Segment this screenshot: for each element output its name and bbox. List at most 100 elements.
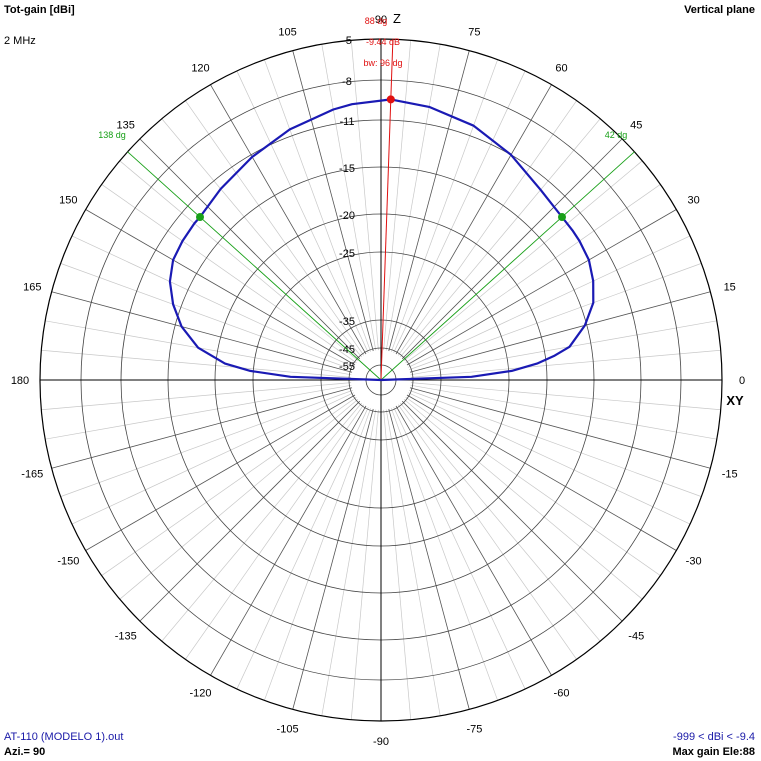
major-spoke — [406, 394, 677, 551]
major-spoke — [139, 400, 361, 622]
beamwidth-line — [127, 151, 382, 381]
major-spoke — [292, 408, 374, 710]
max-gain-line — [380, 39, 394, 381]
minor-spoke — [41, 382, 352, 411]
major-spoke — [401, 400, 623, 622]
angle-tick-label: 15 — [724, 282, 736, 294]
angle-tick-label: 120 — [191, 62, 209, 74]
minor-spoke — [400, 402, 601, 642]
angle-tick-label: -75 — [466, 724, 482, 736]
beamwidth-line — [380, 151, 635, 381]
angle-tick-label: -60 — [554, 688, 570, 700]
angle-tick-label: 150 — [59, 195, 77, 207]
max-gain-readout: Max gain Ele:88 — [672, 746, 755, 758]
minor-spoke — [397, 404, 577, 660]
major-spoke — [51, 291, 353, 373]
chart-quantity-title: Tot-gain [dBi] — [4, 4, 75, 16]
minor-spoke — [400, 118, 601, 358]
beamwidth-marker — [557, 213, 566, 222]
minor-spoke — [385, 409, 441, 716]
angle-tick-label: 165 — [23, 282, 41, 294]
major-spoke — [388, 408, 470, 710]
minor-spoke — [410, 384, 717, 440]
minor-spoke — [321, 409, 377, 716]
minor-spoke — [161, 118, 362, 358]
beamwidth-right-label: 42 dg — [605, 130, 628, 140]
minor-spoke — [408, 235, 691, 368]
minor-spoke — [393, 70, 526, 353]
minor-spoke — [405, 184, 661, 364]
angle-tick-label: -45 — [628, 630, 644, 642]
azimuth-readout: Azi.= 90 — [4, 746, 46, 758]
major-spoke — [292, 50, 374, 352]
max-gain-annotation: -9.44 dB — [366, 37, 400, 47]
angle-tick-label: -90 — [373, 736, 389, 748]
angle-tick-label: -150 — [57, 556, 79, 568]
minor-spoke — [383, 40, 412, 351]
minor-spoke — [410, 349, 721, 378]
minor-spoke — [350, 409, 379, 720]
angle-tick-label: 90 — [375, 14, 387, 26]
output-file-name: AT-110 (MODELO 1).out — [4, 731, 124, 743]
minor-spoke — [101, 396, 357, 576]
minor-spoke — [71, 392, 354, 525]
minor-spoke — [383, 409, 412, 720]
minor-spoke — [403, 160, 643, 361]
gain-tick-label: -5 — [342, 35, 352, 47]
gain-tick-label: -8 — [342, 76, 352, 88]
angle-tick-label: 30 — [688, 195, 700, 207]
major-spoke — [395, 405, 552, 676]
frequency-label: 2 MHz — [4, 35, 36, 47]
major-spoke — [210, 405, 367, 676]
major-spoke — [85, 394, 356, 551]
angle-tick-label: -165 — [21, 468, 43, 480]
gain-tick-label: -25 — [339, 248, 355, 260]
radiation-pattern-curve — [168, 98, 595, 382]
gain-tick-label: -20 — [339, 210, 355, 222]
angle-tick-label: -15 — [722, 468, 738, 480]
minor-spoke — [71, 235, 354, 368]
minor-spoke — [264, 59, 372, 352]
angle-tick-label: 75 — [468, 26, 480, 38]
minor-spoke — [119, 399, 359, 600]
gain-tick-label: -35 — [339, 316, 355, 328]
angle-tick-label: 135 — [117, 120, 135, 132]
major-spoke — [51, 387, 353, 469]
minor-spoke — [321, 44, 377, 351]
minor-spoke — [408, 392, 691, 525]
minor-spoke — [264, 408, 372, 701]
major-spoke — [409, 291, 711, 373]
angle-tick-label: -120 — [189, 688, 211, 700]
minor-spoke — [236, 407, 369, 690]
beamwidth-left-label: 138 dg — [98, 130, 126, 140]
minor-spoke — [60, 263, 353, 371]
minor-spoke — [410, 320, 717, 376]
plane-title: Vertical plane — [684, 4, 755, 16]
angle-tick-label: 180 — [11, 375, 29, 387]
minor-spoke — [390, 408, 498, 701]
major-spoke — [395, 84, 552, 355]
minor-spoke — [60, 389, 353, 497]
minor-spoke — [45, 384, 352, 440]
angle-tick-label: 45 — [630, 120, 642, 132]
minor-spoke — [185, 404, 365, 660]
angle-tick-label: 0 — [739, 375, 745, 387]
minor-spoke — [405, 396, 661, 576]
beamwidth-annotation: bw: 96 dg — [363, 58, 402, 68]
major-spoke — [409, 387, 711, 469]
minor-spoke — [41, 349, 352, 378]
angle-tick-label: -105 — [277, 724, 299, 736]
minor-spoke — [350, 40, 379, 351]
minor-spoke — [185, 100, 365, 356]
gain-tick-label: -55 — [339, 361, 355, 373]
angle-tick-label: -135 — [115, 630, 137, 642]
zenith-axis-label: Z — [393, 11, 401, 26]
beamwidth-marker — [196, 213, 205, 222]
minor-spoke — [385, 44, 441, 351]
minor-spoke — [410, 382, 721, 411]
gain-tick-label: -11 — [339, 116, 354, 128]
minor-spoke — [101, 184, 357, 364]
minor-spoke — [409, 389, 702, 497]
major-spoke — [210, 84, 367, 355]
